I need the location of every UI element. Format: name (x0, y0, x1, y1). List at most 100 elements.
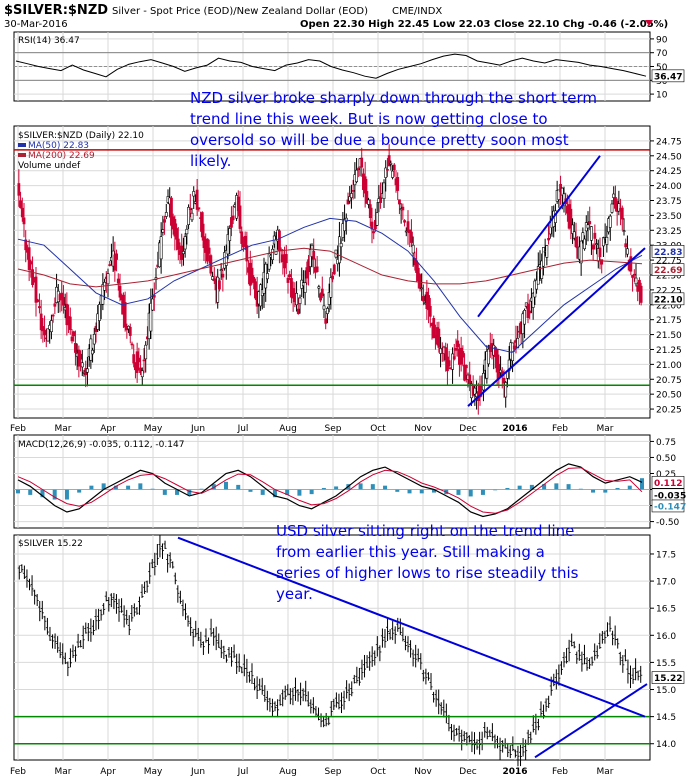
x-tick-label: Sep (325, 424, 342, 434)
rsi-line (15, 53, 647, 79)
nzd-candle-body (375, 212, 379, 226)
macd-histogram-bar (162, 489, 167, 495)
macd-histogram-bar (16, 489, 20, 494)
nzd-candle-body (288, 274, 292, 278)
y-tick-label: 23.50 (656, 212, 682, 222)
macd-histogram-bar (40, 489, 45, 498)
nzd-candle-body (502, 378, 506, 384)
nzd-candle-body (80, 362, 84, 368)
y-tick-label: 24.75 (656, 137, 682, 147)
nzd-candle-body (290, 278, 293, 298)
nzd-candle-body (528, 310, 532, 314)
nzd-candle-body (190, 212, 194, 221)
nzd-candle-body (595, 243, 598, 245)
nzd-candle-body (571, 224, 574, 234)
nzd-candle-body (439, 348, 442, 354)
nzd-candle-body (351, 190, 355, 192)
last-value-label: 15.22 (654, 674, 682, 684)
usd-annotation: from earlier this year. Still making a (276, 543, 545, 561)
chart-symbol: $SILVER:$NZD (4, 3, 108, 18)
nzd-candle-body (504, 382, 508, 398)
nzd-candle-body (295, 292, 298, 306)
nzd-candle-body (308, 249, 312, 267)
nzd-candle-body (451, 353, 454, 370)
y-tick-label: 23.25 (656, 227, 682, 237)
nzd-candle-body (464, 364, 468, 369)
x-tick-label: Oct (370, 424, 386, 434)
last-value-label: 22.83 (654, 248, 682, 258)
y-tick-label: 23.75 (656, 197, 682, 207)
nzd-candle-body (31, 269, 34, 286)
y-tick-label: 21.75 (656, 316, 682, 326)
nzd-candle-body (629, 256, 633, 272)
nzd-candle-body (324, 318, 328, 324)
y-tick-label: 10 (656, 91, 668, 101)
macd-histogram-bar (321, 487, 326, 490)
x-tick-label: Mar (597, 424, 614, 434)
macd-histogram-bar (603, 489, 608, 493)
last-value-tag (651, 499, 685, 513)
nzd-candle-body (74, 342, 77, 353)
macd-histogram-bar (529, 484, 534, 490)
nzd-candle-body (398, 199, 401, 205)
nzd-candle-body (108, 264, 112, 266)
y-tick-label: 24.25 (656, 167, 682, 177)
nzd-candle-body (188, 208, 192, 210)
nzd-candle-body (152, 295, 156, 298)
nzd-candle-body (303, 282, 307, 293)
nzd-candle-body (175, 228, 178, 240)
quote-summary: Open 22.30 High 22.45 Low 22.03 Close 22… (300, 19, 668, 30)
macd-histogram-bar (358, 483, 363, 490)
macd-histogram-bar (542, 484, 547, 490)
nzd-candle-body (98, 304, 101, 321)
nzd-candle-body (123, 302, 127, 328)
nzd-candle-body (473, 387, 477, 395)
nzd-candle-body (322, 305, 326, 310)
nzd-candle-body (583, 238, 586, 250)
x-tick-label: Nov (414, 767, 432, 777)
nzd-candle-body (17, 183, 21, 196)
nzd-candle-body (132, 354, 136, 364)
trend-line (467, 247, 646, 407)
x-tick-label: Oct (370, 767, 386, 777)
macd-histogram-bar (126, 485, 131, 490)
nzd-candle-body (386, 169, 389, 171)
x-tick-label: Feb (552, 424, 568, 434)
nzd-annotation: trend line this week. But is now getting… (190, 110, 548, 128)
nzd-candle-body (531, 292, 535, 308)
last-value-label: -0.147 (654, 502, 686, 512)
nzd-candle-body (411, 244, 415, 254)
nzd-candle-body (101, 284, 105, 305)
nzd-candle-body (315, 266, 319, 272)
nzd-candle-body (159, 236, 163, 260)
x-tick-label: May (144, 767, 163, 777)
nzd-candle-body (79, 353, 82, 360)
x-tick-label: 2016 (502, 767, 527, 777)
nzd-candle-body (91, 349, 94, 355)
nzd-candle-body (579, 240, 583, 264)
nzd-candle-body (591, 244, 595, 250)
ma200-line (17, 247, 643, 288)
nzd-candle-body (137, 357, 141, 363)
panel-frame (13, 534, 651, 761)
macd-histogram-bar (77, 489, 82, 493)
nzd-candle-body (332, 264, 336, 275)
nzd-candle-body (512, 345, 516, 350)
ma50-swatch (18, 143, 26, 147)
macd-line (17, 463, 643, 518)
nzd-candle-body (338, 236, 341, 264)
macd-histogram-bar (64, 489, 69, 500)
nzd-candle-body (608, 215, 612, 228)
x-tick-label: Aug (279, 767, 297, 777)
last-value-tag (651, 292, 685, 306)
macd-histogram-bar (272, 489, 277, 498)
nzd-candle-body (427, 295, 430, 311)
macd-histogram-bar (138, 483, 143, 490)
nzd-candle-body (602, 237, 605, 247)
nzd-candle-body (38, 306, 41, 309)
nzd-candle-body (379, 196, 382, 203)
nzd-candle-body (161, 229, 165, 233)
nzd-candle-body (43, 329, 46, 336)
nzd-candle-body (356, 168, 360, 170)
y-tick-label: 24.50 (656, 152, 682, 162)
